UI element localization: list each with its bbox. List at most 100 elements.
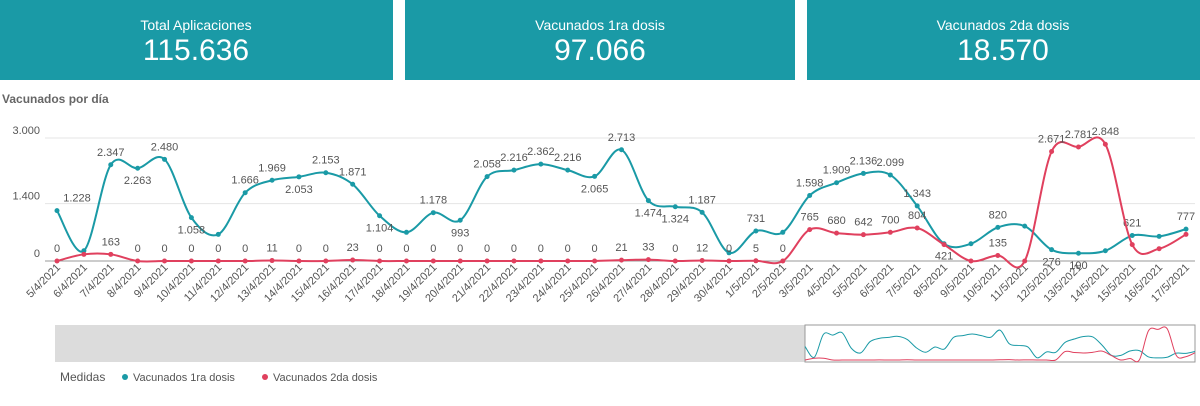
data-label: 1.324 [661,214,689,226]
data-point [565,167,571,173]
data-point [1129,233,1135,239]
legend-title: Medidas [60,370,105,384]
data-point [162,258,168,264]
data-point [834,230,840,236]
data-label: 421 [935,251,953,263]
data-label: 777 [1177,211,1195,223]
data-point [1156,246,1162,252]
data-point [941,242,947,248]
navigator-line [804,329,1196,359]
data-point [672,258,678,264]
data-label: 0 [296,243,302,255]
data-label: 2.099 [877,157,905,169]
data-point [1049,148,1055,154]
data-point [619,257,624,263]
data-label: 0 [135,243,141,255]
data-label: 2.263 [124,175,152,187]
data-point [565,258,571,264]
data-label: 0 [726,243,732,255]
data-label: 33 [642,242,654,254]
data-point [887,229,893,235]
data-point [430,210,436,216]
data-point [108,162,114,168]
data-label: 190 [1069,260,1087,272]
y-tick-label: 3.000 [12,125,40,137]
kpi-value: 115.636 [143,34,249,67]
data-point [242,190,248,196]
data-label: 1.343 [903,188,931,200]
data-point [484,174,490,180]
data-label: 1.666 [231,175,259,187]
y-tick-label: 0 [34,248,40,260]
data-label: 2.053 [285,184,313,196]
data-label: 993 [451,227,469,239]
data-point [215,231,221,237]
data-point [403,258,409,264]
data-label: 2.480 [151,141,179,153]
navigator-shade [55,325,805,362]
data-point [619,147,624,153]
data-point [1075,250,1081,256]
data-point [914,203,920,209]
data-label: 2.713 [608,132,636,144]
data-point [242,258,248,264]
data-label: 1.969 [258,162,286,174]
data-label: 1.178 [420,195,448,207]
kpi-title: Vacunados 2da dosis [937,17,1070,33]
data-point [188,215,194,221]
data-point [135,165,141,171]
data-label: 1.187 [688,194,716,206]
data-label: 1.228 [63,193,91,205]
data-point [1129,242,1135,248]
data-point [135,258,141,264]
data-label: 1.598 [796,177,824,189]
data-label: 5 [753,243,759,255]
data-label: 2.216 [554,152,582,164]
data-label: 2.136 [850,155,878,167]
navigator-window [804,324,1196,363]
data-label: 0 [188,243,194,255]
data-point [807,227,813,233]
kpi-card [405,0,795,80]
data-label: 0 [538,243,544,255]
data-label: 0 [242,243,248,255]
data-point [511,258,517,264]
data-label: 0 [430,243,436,255]
data-label: 276 [1042,257,1060,269]
data-point [914,225,920,231]
data-point [968,258,974,264]
data-point [645,257,651,263]
data-point [323,170,329,176]
data-point [699,258,705,264]
data-point [726,258,732,264]
legend-label: Vacunados 1ra dosis [133,372,235,384]
data-point [269,177,275,183]
data-point [1183,226,1189,232]
data-point [860,170,866,176]
data-label: 731 [747,213,765,225]
data-point [887,172,893,178]
data-label: 21 [615,242,627,254]
data-label: 1.104 [366,223,394,235]
data-point [699,209,705,215]
navigator-line [804,326,1196,363]
data-point [296,258,302,264]
data-point [215,258,221,264]
data-label: 0 [161,243,167,255]
legend-swatch [122,374,128,380]
data-point [269,258,275,264]
data-point [968,241,974,247]
data-label: 0 [403,243,409,255]
data-label: 2.216 [500,152,528,164]
data-label: 11 [266,243,277,255]
data-label: 0 [377,243,383,255]
y-tick-label: 1.400 [12,191,40,203]
data-point [296,174,302,180]
data-label: 2.848 [1092,126,1120,138]
data-point [1102,248,1108,254]
data-point [1022,223,1028,229]
data-point [162,156,168,162]
data-point [538,258,544,264]
data-point [780,258,786,264]
data-point [484,258,490,264]
